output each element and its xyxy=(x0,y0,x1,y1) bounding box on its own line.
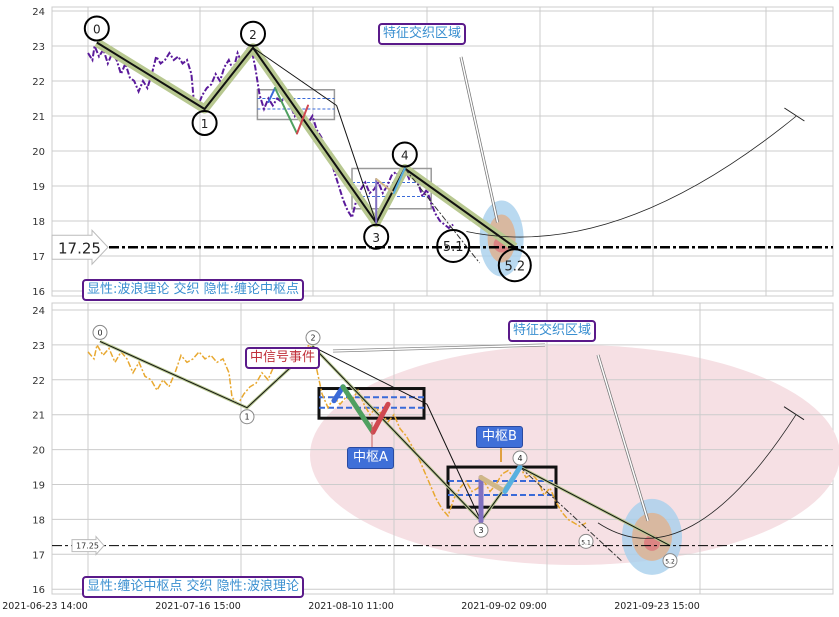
top-legend-box: 显性:波浪理论 交织 隐性:缠论中枢点 xyxy=(82,279,305,301)
signal-event-label: 中信号事件 xyxy=(245,347,321,369)
pivot-b-label: 中枢B xyxy=(476,426,523,448)
top-wave-marker-2 xyxy=(240,20,266,47)
top-y-tick-label: 24 xyxy=(32,7,45,18)
bottom-y-tick-label: 23 xyxy=(32,341,45,352)
bottom-annotation-label: 特征交织区域 xyxy=(508,320,597,342)
top-annotation-label: 特征交织区域 xyxy=(378,23,467,45)
top-arc-end-tick xyxy=(784,107,805,122)
top-wave-marker-0 xyxy=(83,15,110,42)
x-tick-label: 2021-06-23 14:00 xyxy=(2,601,88,612)
top-wave-label-1: 1 xyxy=(201,117,209,131)
top-y-tick-label: 17 xyxy=(32,252,45,263)
bottom-pivot-segment xyxy=(370,401,391,435)
top-price-arrow xyxy=(51,228,109,266)
top-y-tick-label: 19 xyxy=(32,182,45,193)
bottom-wave-marker-5.1 xyxy=(578,533,594,549)
top-wave-line xyxy=(96,41,516,249)
top-wave-marker-5.2 xyxy=(497,248,532,283)
x-tick-label: 2021-09-23 15:00 xyxy=(614,601,700,612)
top-price-line xyxy=(87,42,454,230)
bottom-y-tick-label: 16 xyxy=(32,585,45,596)
bottom-wave-marker-3 xyxy=(473,522,489,538)
bottom-pivot-segment xyxy=(478,475,508,494)
bottom-y-tick-label: 22 xyxy=(32,376,45,387)
bottom-annotation-arrow-fill xyxy=(597,354,649,522)
x-tick-label: 2021-08-10 11:00 xyxy=(308,601,394,612)
bottom-y-tick-label: 24 xyxy=(32,306,45,317)
bottom-wave-label-3: 3 xyxy=(478,526,483,535)
bottom-y-tick-label: 17 xyxy=(32,550,45,561)
bottom-price-arrow xyxy=(71,535,105,556)
bottom-projection-arc xyxy=(597,414,797,539)
top-pivot-segment xyxy=(375,178,395,194)
top-bi-line xyxy=(336,105,377,223)
top-y-tick-label: 18 xyxy=(32,217,45,228)
bottom-wave-label-1: 1 xyxy=(244,413,249,422)
top-y-tick-label: 22 xyxy=(32,77,45,88)
top-wave-label-4: 4 xyxy=(401,149,409,163)
bottom-y-tick-label: 21 xyxy=(32,411,45,422)
top-pivot-segment xyxy=(274,87,298,135)
x-tick-label: 2021-07-16 15:00 xyxy=(155,601,241,612)
bottom-wave-marker-0 xyxy=(92,324,108,340)
bottom-wave-label-2: 2 xyxy=(310,334,315,343)
top-projection-arc xyxy=(466,115,797,238)
bottom-bi-line xyxy=(312,346,428,405)
bottom-y-tick-label: 20 xyxy=(32,446,45,457)
top-wave-marker-4 xyxy=(391,141,418,168)
top-wave-label-2: 2 xyxy=(249,28,257,42)
bottom-price-line-label: 17.25 xyxy=(76,542,99,551)
top-y-tick-label: 16 xyxy=(32,287,45,298)
bottom-wave-marker-4 xyxy=(512,450,528,466)
bottom-bi-line xyxy=(426,404,482,522)
top-annotation-arrow-fill xyxy=(460,56,499,223)
bottom-projection-dashed-line xyxy=(519,466,623,562)
top-wave-marker-3 xyxy=(363,223,390,250)
bottom-pivot-segment xyxy=(340,384,376,435)
bottom-legend-box: 显性:缠论中枢点 交织 隐性:波浪理论 xyxy=(82,576,305,598)
top-y-tick-label: 21 xyxy=(32,112,45,123)
top-pivot-segment xyxy=(267,87,276,103)
bottom-wave-marker-1 xyxy=(239,409,255,425)
bottom-arc-end-tick xyxy=(783,406,805,421)
top-bi-line xyxy=(252,47,337,106)
pivot-a-label: 中枢A xyxy=(347,447,394,469)
bottom-pivot-segment xyxy=(331,384,346,404)
bottom-y-tick-label: 18 xyxy=(32,515,45,526)
bottom-wave-line xyxy=(99,340,671,547)
top-pivot-segment xyxy=(392,167,406,194)
signal-arrow-fill xyxy=(332,344,546,352)
top-wave-label-0: 0 xyxy=(93,23,101,37)
top-wave-label-3: 3 xyxy=(372,231,380,245)
bottom-wave-label-0: 0 xyxy=(97,328,102,337)
top-pivot-segment xyxy=(296,104,309,135)
bottom-wave-marker-2 xyxy=(305,330,321,346)
bottom-wave-label-5.1: 5.1 xyxy=(581,539,591,546)
bottom-pivot-segment xyxy=(502,464,523,494)
top-y-tick-label: 20 xyxy=(32,147,45,158)
bottom-wave-label-5.2: 5.2 xyxy=(665,559,675,566)
top-wave-marker-5.1 xyxy=(436,229,471,263)
bottom-pivot-box-A xyxy=(317,387,426,420)
top-wave-label-5.1: 5.1 xyxy=(443,240,464,255)
bottom-y-tick-label: 19 xyxy=(32,481,45,492)
top-price-line-label: 17.25 xyxy=(58,239,101,257)
top-y-tick-label: 23 xyxy=(32,42,45,53)
x-tick-label: 2021-09-02 09:00 xyxy=(461,601,547,612)
top-projection-dashed-line xyxy=(404,168,480,264)
bottom-wave-label-4: 4 xyxy=(517,454,522,463)
top-wave-marker-1 xyxy=(191,110,218,136)
top-pivot-box-A xyxy=(256,89,336,121)
top-wave-label-5.2: 5.2 xyxy=(504,259,525,274)
bottom-wave-marker-5.2 xyxy=(662,553,678,569)
